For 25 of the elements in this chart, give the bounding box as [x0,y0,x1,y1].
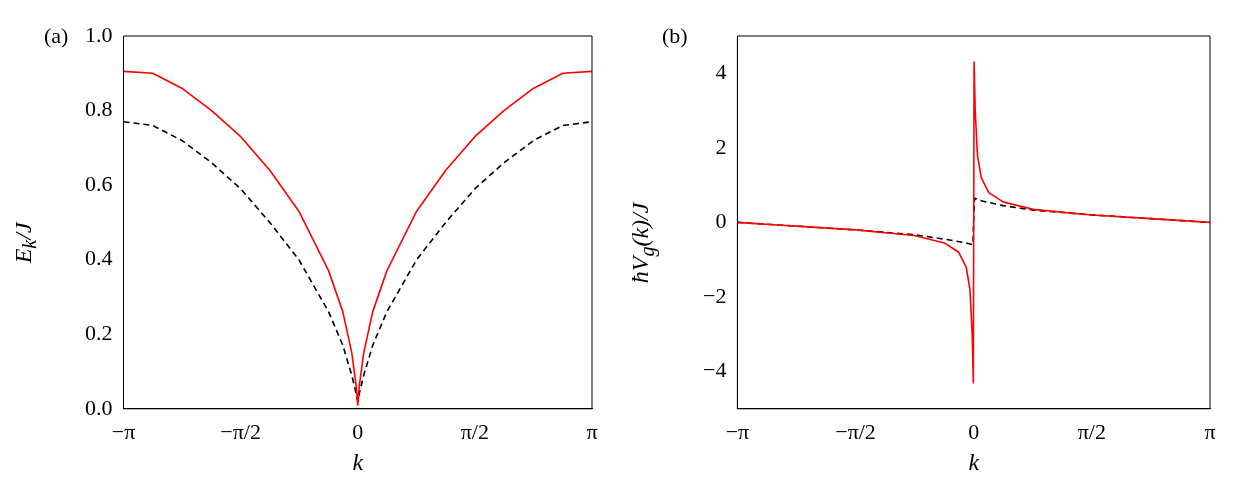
x-tick-label: −π [725,418,750,444]
y-tick-label: 0.4 [85,245,113,271]
x-tick-label: −π [111,418,136,444]
y-tick-label: −2 [702,282,727,308]
text: (b) [662,22,688,48]
y-tick-label: 0.2 [85,320,113,346]
y-tick-label: 0.6 [85,170,113,196]
y-tick-label: 0 [715,208,727,234]
x-axis-title: k [968,448,980,475]
x-tick-label: π/2 [1077,418,1106,444]
x-tick-label: π [586,418,598,444]
x-tick-label: 0 [968,418,980,444]
x-tick-label: π/2 [460,418,489,444]
x-tick-label: −π/2 [835,418,876,444]
x-tick-label: −π/2 [220,418,261,444]
y-tick-label: 4 [715,59,727,85]
y-tick-label: 0.8 [85,96,113,122]
y-tick-label: 2 [715,133,727,159]
y-tick-label: 0.0 [85,394,113,420]
x-tick-label: 0 [352,418,364,444]
y-tick-label: 1.0 [85,21,113,47]
text: (a) [44,22,69,48]
x-tick-label: π [1204,418,1216,444]
y-tick-label: −4 [702,357,727,383]
x-axis-title: k [352,448,364,475]
